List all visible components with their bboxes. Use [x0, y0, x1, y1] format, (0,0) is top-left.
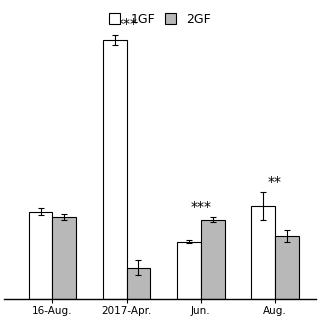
Text: ***: ***	[190, 200, 211, 214]
Bar	[251, 206, 275, 299]
Bar	[52, 217, 76, 299]
Legend: 1GF, 2GF: 1GF, 2GF	[107, 11, 213, 28]
Text: **: **	[268, 175, 282, 189]
Bar	[29, 212, 52, 299]
Bar	[201, 220, 225, 299]
Bar	[127, 268, 150, 299]
Bar	[177, 242, 201, 299]
Bar	[275, 236, 299, 299]
Bar	[103, 40, 127, 299]
Text: ***: ***	[116, 18, 137, 31]
